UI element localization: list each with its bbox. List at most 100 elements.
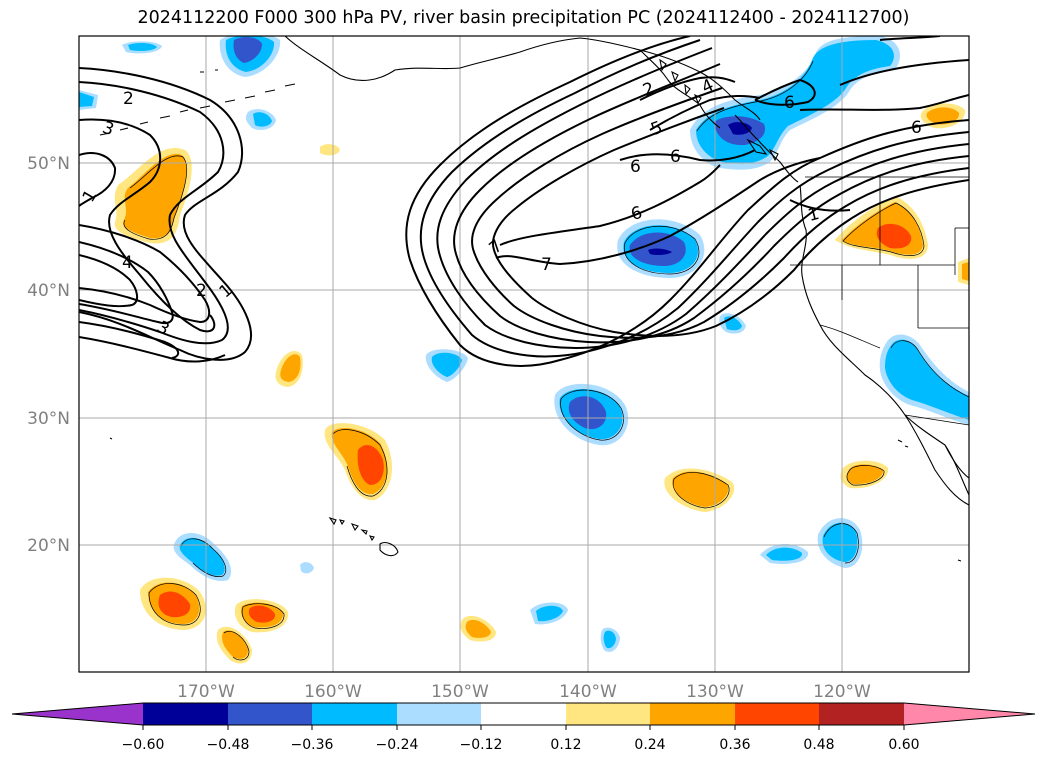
colorbar-tick-label: −0.60: [122, 737, 165, 753]
precip-patch: [300, 562, 314, 574]
pv-contour-line: [436, 47, 969, 350]
colorbar-tick-label: 0.48: [803, 737, 834, 753]
pv-contour-line: [453, 63, 969, 344]
colorbar-tick-label: 0.36: [719, 737, 750, 753]
pv-contour-line: [619, 149, 756, 162]
pv-contour-line: [639, 76, 736, 101]
pv-contour-line: [499, 164, 721, 246]
small-island: [897, 439, 962, 562]
longitude-labels: 170°W 160°W 150°W 140°W 130°W 120°W: [177, 682, 871, 702]
precip-patch: [648, 248, 672, 256]
colorbar-segment: [566, 703, 650, 725]
precip-patch: [846, 464, 884, 485]
colorbar-ticks: [142, 725, 905, 730]
precip-patch: [672, 471, 729, 507]
colorbar-segment: [904, 703, 1035, 725]
pv-contour-label: 7: [541, 255, 552, 275]
alaska-coastline: [284, 36, 761, 121]
political-borders: [790, 176, 969, 426]
pv-contour-line: [79, 254, 138, 308]
lat-label-40n: 40°N: [27, 281, 70, 301]
precip-patch: [253, 112, 272, 127]
colorbar-segment: [12, 703, 143, 725]
colorbar: −0.60 −0.48 −0.36 −0.24 −0.12 0.12 0.24 …: [11, 702, 1036, 753]
precip-patch: [248, 605, 276, 623]
precip-patch: [79, 92, 94, 107]
precip-patch: [320, 144, 340, 156]
pv-contour-label: 1: [806, 204, 822, 226]
pv-contour-line: [79, 81, 229, 345]
pv-contour-line: [79, 241, 174, 325]
precip-patch: [926, 107, 960, 125]
lon-label-170w: 170°W: [177, 682, 235, 702]
pv-contours: [79, 36, 969, 367]
pv-contour-line: [799, 94, 969, 111]
lon-label-150w: 150°W: [431, 682, 489, 702]
colorbar-tick-label: −0.24: [376, 737, 419, 753]
pv-contour-line: [79, 321, 180, 359]
colorbar-segment: [397, 703, 481, 725]
pv-contour-line: [492, 107, 969, 337]
lon-label-130w: 130°W: [686, 682, 744, 702]
colorbar-segment: [650, 703, 735, 725]
colorbar-segment: [481, 703, 566, 725]
aleutian-islands: [99, 83, 296, 136]
precip-patch: [179, 537, 225, 576]
bc-coastline: [639, 49, 799, 183]
pv-contour-line: [79, 336, 226, 363]
colorbar-tick-label: 0.24: [634, 737, 665, 753]
map-title: 2024112200 F000 300 hPa PV, river basin …: [137, 8, 910, 28]
colorbar-segment: [819, 703, 904, 725]
pv-contour-line: [789, 199, 851, 212]
precip-patch: [158, 591, 191, 618]
pv-contour-line: [754, 78, 816, 106]
colorbar-tick-label: 0.60: [888, 737, 919, 753]
lat-label-50n: 50°N: [27, 154, 70, 174]
pv-contour-line: [79, 67, 252, 361]
precip-patch: [233, 36, 262, 63]
precip-patch: [357, 445, 384, 485]
precip-patch: [280, 354, 301, 382]
precip-patch: [766, 547, 803, 561]
colorbar-tick-label: −0.48: [207, 737, 250, 753]
colorbar-segment: [228, 703, 312, 725]
colorbar-tick-label: −0.12: [460, 737, 503, 753]
pv-contour-label: 6: [629, 203, 645, 225]
lat-label-20n: 20°N: [27, 536, 70, 556]
pv-contour-label: 4: [122, 253, 133, 273]
pv-contour-label: 6: [784, 93, 795, 113]
small-island: [109, 437, 113, 440]
pv-contour-line: [649, 94, 761, 131]
precip-patch: [603, 630, 616, 649]
pv-contour-line: [79, 118, 216, 333]
colorbar-tick-label: −0.36: [291, 737, 334, 753]
precipitation-patches: [79, 36, 969, 664]
latitude-labels: 20°N 30°N 40°N 50°N: [27, 154, 70, 556]
colorbar-tick-label: 0.12: [550, 737, 581, 753]
pv-contour-line: [79, 224, 211, 324]
precip-patch: [568, 396, 607, 430]
pv-contour-label: 6: [630, 157, 641, 177]
pv-contour-label: 6: [670, 147, 681, 167]
small-island: [200, 69, 218, 73]
colorbar-segment: [143, 703, 228, 725]
pv-contour-line: [495, 157, 821, 266]
colorbar-segment: [735, 703, 819, 725]
map-frame: [78, 35, 970, 673]
precip-patch: [876, 223, 912, 249]
lon-label-160w: 160°W: [304, 682, 362, 702]
baja-coastline: [904, 414, 969, 506]
lon-label-140w: 140°W: [559, 682, 617, 702]
pv-contour-line: [419, 39, 969, 358]
precip-patch: [536, 605, 563, 622]
precip-patch: [431, 352, 462, 377]
pv-contour-label: 2: [123, 89, 134, 109]
pv-contour-line: [79, 152, 117, 207]
precip-patch: [822, 522, 858, 562]
precip-patch: [465, 619, 491, 638]
pv-contour-line: [405, 36, 969, 367]
colorbar-segment: [312, 703, 397, 725]
precip-patch: [128, 42, 157, 51]
pv-contour-label: 2: [196, 281, 207, 301]
